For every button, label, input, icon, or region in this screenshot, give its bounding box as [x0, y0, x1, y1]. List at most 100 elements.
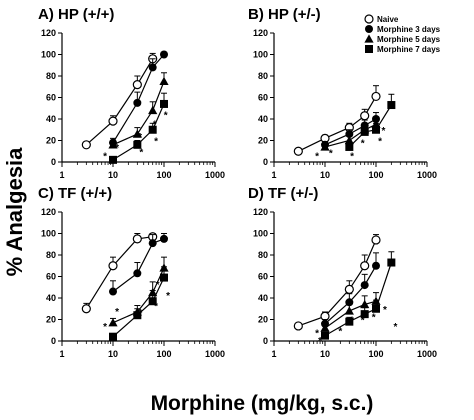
panel-d-title: D) TF (+/-) [248, 185, 318, 202]
panel-c-y-tick-label: 80 [46, 250, 56, 260]
panel-d-y-tick-label: 60 [258, 272, 268, 282]
panel-c-naive-point [81, 304, 91, 314]
panel-b-y-tick-label: 40 [258, 114, 268, 124]
panel-d-y-tick-label: 120 [253, 207, 268, 217]
panel-b-title: B) HP (+/-) [248, 6, 321, 23]
panel-c-y-tick-label: 100 [41, 229, 56, 239]
panel-c-morphine-5-days-point [108, 318, 118, 327]
panel-d-y-tick-label: 0 [263, 336, 268, 346]
panel-d-significance-mark: * [393, 322, 397, 333]
panel-c-naive-line [85, 236, 153, 310]
panel-d-x-tick-label: 100 [368, 349, 383, 359]
panel-a-morphine-5-days-point [148, 105, 158, 115]
panel-d-significance-mark: * [315, 328, 319, 339]
panel-a-morphine-3-days-point [148, 63, 157, 72]
panel-a-y-tick-label: 100 [41, 50, 56, 60]
panel-c-y-tick-label: 20 [46, 315, 56, 325]
panel-c-x-tick-label: 1 [59, 349, 64, 359]
panel-a-naive-point [108, 116, 118, 126]
panel-c-significance-mark: * [139, 308, 143, 319]
panel-b-significance-mark: * [381, 126, 385, 137]
panel-b-morphine-7-days-point [372, 125, 380, 134]
panel-d-significance-mark: * [372, 312, 376, 323]
panel-d-morphine-5-days-line [324, 300, 377, 329]
panel-a-morphine-7-days-point [148, 125, 157, 134]
panel-d-significance-mark: * [383, 305, 387, 316]
panel-a-x-tick-label: 100 [156, 170, 171, 180]
panel-b-significance-mark: * [378, 137, 382, 148]
panel-d-morphine-7-days-line [324, 262, 392, 337]
panel-d-y-tick-label: 40 [258, 293, 268, 303]
panel-a-y-tick-label: 40 [46, 114, 56, 124]
panel-d-x-tick-label: 10 [320, 349, 330, 359]
panel-b-y-tick-label: 80 [258, 71, 268, 81]
panel-a-x-tick-label: 1 [59, 170, 64, 180]
panel-a-naive-line [85, 58, 154, 146]
panel-b-morphine-3-days-line [324, 118, 377, 146]
panel-a-naive-point [132, 79, 142, 90]
panel-a-y-tick-label: 60 [46, 93, 56, 103]
panel-c-morphine-5-days-line [112, 267, 165, 324]
panel-d-naive-point [360, 261, 370, 271]
panel-c-significance-mark: * [166, 291, 170, 302]
panel-c-y-tick-label: 60 [46, 272, 56, 282]
panel-c-morphine-3-days-point [133, 269, 142, 278]
panel-d-morphine-7-days-point [387, 258, 396, 267]
panel-c-significance-mark: * [103, 322, 107, 333]
panel-a-morphine-5-days-point [132, 129, 142, 138]
panel-c-morphine-7-days-line [112, 277, 165, 338]
panel-a-morphine-7-days-point [109, 155, 117, 164]
panel-a-morphine-3-days-point [160, 50, 168, 59]
panel-b-morphine-7-days-point [360, 127, 369, 136]
panel-d-morphine-7-days-point [345, 317, 354, 326]
panel-c-x-tick-label: 10 [108, 349, 118, 359]
legend-marker-naive [364, 14, 374, 24]
panel-a-morphine-5-days-point [108, 140, 118, 149]
panel-d-naive-point [344, 284, 354, 294]
panel-a-significance-mark: * [153, 119, 157, 130]
panel-b-naive-point [360, 111, 370, 121]
panel-b-morphine-7-days-point [345, 142, 354, 151]
panel-c-naive-point [108, 261, 118, 271]
panel-b-significance-mark: * [350, 152, 354, 163]
panel-c-y-tick-label: 0 [51, 336, 56, 346]
panel-c-morphine-7-days-point [160, 273, 168, 282]
panel-b-naive-point [371, 91, 381, 102]
panel-a-morphine-5-days-line [112, 81, 165, 146]
panel-c-morphine-3-days-point [148, 239, 157, 248]
legend-marker-morphine-5-days [364, 34, 374, 43]
panel-a-significance-mark: * [154, 137, 158, 148]
panel-a-morphine-7-days-point [133, 140, 142, 149]
panel-c-y-tick-label: 120 [41, 207, 56, 217]
panel-c-morphine-7-days-point [133, 311, 142, 320]
panel-a-y-tick-label: 80 [46, 71, 56, 81]
panel-c-significance-mark: * [154, 302, 158, 313]
panel-a-significance-mark: * [115, 143, 119, 154]
panel-b-significance-mark: * [361, 139, 365, 150]
panel-c-significance-mark: * [115, 307, 119, 318]
panel-a-naive-point [81, 140, 91, 150]
panel-c-morphine-3-days-point [109, 287, 117, 296]
panel-d-morphine-3-days-point [372, 261, 380, 270]
panel-a-significance-mark: * [138, 132, 142, 143]
panel-d-x-tick-label: 1 [271, 349, 276, 359]
legend-marker-morphine-3-days [365, 25, 373, 33]
panel-a-y-tick-label: 0 [51, 157, 56, 167]
x-axis-label: Morphine (mg/kg, s.c.) [151, 392, 374, 415]
panel-c-significance-mark: * [156, 280, 160, 291]
panel-b-y-tick-label: 120 [253, 28, 268, 38]
panel-d-naive-point [293, 321, 303, 331]
panel-d-y-tick-label: 100 [253, 229, 268, 239]
panel-b-y-tick-label: 20 [258, 136, 268, 146]
panel-b-significance-mark: * [315, 152, 319, 163]
panel-d-morphine-3-days-point [360, 281, 369, 290]
panel-b-significance-mark: * [329, 148, 333, 159]
panel-a-x-tick-label: 10 [108, 170, 118, 180]
panel-a-y-tick-label: 20 [46, 136, 56, 146]
panel-b-x-tick-label: 1 [271, 170, 276, 180]
